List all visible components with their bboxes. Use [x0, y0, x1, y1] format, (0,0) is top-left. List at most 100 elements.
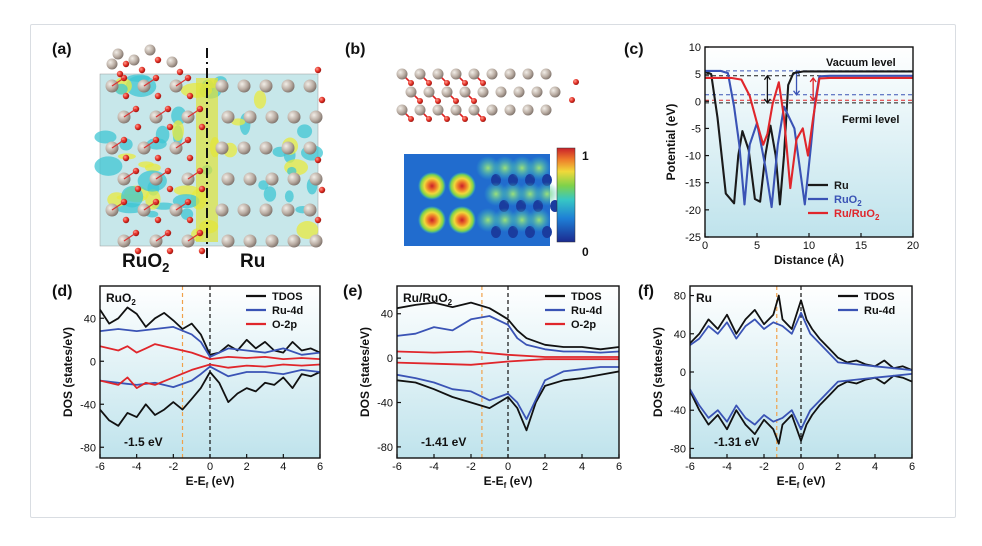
- x-axis-title: E-Ef (eV): [186, 474, 235, 490]
- ru-atom: [128, 54, 140, 66]
- elf-blob: [493, 208, 517, 232]
- plot-layer: [690, 286, 912, 458]
- y-tick-label: 0: [695, 96, 701, 108]
- o-atom: [154, 216, 162, 224]
- o-atom: [122, 154, 130, 162]
- o-atom: [569, 97, 575, 103]
- colorbar-max-label: 1: [582, 149, 589, 163]
- x-axis-title: E-Ef (eV): [777, 474, 826, 490]
- ru-atom: [243, 110, 257, 124]
- elf-blob: [476, 208, 500, 232]
- charge-blob: [171, 106, 187, 126]
- series-line-ru-4d-down: [690, 373, 912, 431]
- ru-atom: [237, 203, 251, 217]
- o-atom: [444, 116, 450, 122]
- y-tick-label: 80: [674, 291, 686, 303]
- annotation-vacuum: Vacuum level: [826, 57, 896, 69]
- series-line-o-2p: [397, 350, 619, 358]
- legend: TDOS Ru-4d O-2p: [545, 291, 602, 331]
- y-tick-label: -20: [685, 205, 701, 217]
- ru-atom: [287, 234, 301, 248]
- x-tick-label: 0: [702, 240, 708, 252]
- panel-a: (a) RuO2 Ru: [52, 41, 326, 275]
- elf-blob: [518, 182, 542, 206]
- ru-atom: [522, 68, 534, 80]
- panel-inner-label: Ru: [696, 291, 712, 305]
- ru-atom: [540, 104, 552, 116]
- ru-atom: [281, 203, 295, 217]
- legend-label: O-2p: [571, 319, 596, 331]
- o-atom: [198, 185, 206, 193]
- panel-b-letter: (b): [345, 41, 365, 58]
- ru-atom: [303, 79, 317, 93]
- legend-label: O-2p: [272, 319, 297, 331]
- charge-blob: [172, 120, 184, 141]
- series-line-ru-4d-down: [397, 366, 619, 421]
- ru-atom: [468, 104, 480, 116]
- series-line-o-2p-down: [100, 363, 320, 389]
- ru-atom: [265, 172, 279, 186]
- charge-blob: [263, 186, 277, 202]
- annotation-fermi: Fermi level: [842, 114, 899, 126]
- o-atom: [426, 80, 432, 86]
- elf-blob: [493, 156, 517, 180]
- o-atom: [318, 96, 326, 104]
- ru-atom: [309, 110, 323, 124]
- ru-atom: [468, 68, 480, 80]
- ru-atom: [540, 68, 552, 80]
- x-tick-label: -6: [392, 461, 402, 473]
- charge-blob: [138, 161, 154, 168]
- ru-atom: [441, 86, 453, 98]
- charge-blob: [253, 90, 267, 109]
- ru-atom: [396, 104, 408, 116]
- elf-map: [404, 154, 560, 246]
- chart-dos-ruo2: -6 -4 -2 0 2 4 6 -80 -40 0 40 E-Ef (eV) DOS (states/…: [61, 285, 323, 490]
- legend-label: RuO2: [834, 194, 862, 208]
- o-atom: [408, 80, 414, 86]
- o-atom: [480, 80, 486, 86]
- label-ruo2: RuO2: [122, 251, 169, 275]
- charge-blob: [94, 130, 117, 144]
- legend-label: Ru: [834, 180, 849, 192]
- ru-atom: [259, 141, 273, 155]
- label-ru: Ru: [240, 251, 265, 272]
- o-atom: [138, 66, 146, 74]
- o-atom: [166, 123, 174, 131]
- series-line-ru-ruo2: [705, 76, 913, 190]
- ru-atom: [423, 86, 435, 98]
- charge-blob: [297, 124, 313, 139]
- ru-atom: [309, 234, 323, 248]
- o-atom: [186, 154, 194, 162]
- ru-atom: [432, 104, 444, 116]
- ru-atom: [265, 234, 279, 248]
- y-tick-label: 5: [695, 69, 701, 81]
- elf-hotspot: [418, 206, 446, 234]
- legend-label: Ru-4d: [864, 305, 895, 317]
- y-axis-title: DOS (states/eV): [61, 327, 75, 417]
- legend-label: TDOS: [864, 291, 895, 303]
- y-axis-title: DOS (states/eV): [358, 327, 372, 417]
- panel-c-letter: (c): [624, 41, 644, 58]
- ru-atom: [414, 104, 426, 116]
- o-atom: [453, 98, 459, 104]
- elf-blob: [535, 182, 559, 206]
- ru-atom: [221, 234, 235, 248]
- elf-hotspot: [448, 206, 476, 234]
- ru-atom: [414, 68, 426, 80]
- y-tick-label: -80: [377, 442, 393, 454]
- elf-blob: [476, 156, 500, 180]
- panel-f: (f) -6 -4 -2 0 2 4 6 -80 -40 0 40 80 E-Ef (eV) DOS (s…: [638, 283, 915, 490]
- o-atom: [435, 98, 441, 104]
- charge-blob: [231, 118, 246, 126]
- x-tick-label: -4: [429, 461, 439, 473]
- y-tick-label: 40: [84, 313, 96, 325]
- ru-atom: [450, 68, 462, 80]
- ru-atom: [309, 172, 323, 186]
- ru-atom: [281, 79, 295, 93]
- panel-d-letter: (d): [52, 283, 72, 300]
- elf-blob: [510, 156, 534, 180]
